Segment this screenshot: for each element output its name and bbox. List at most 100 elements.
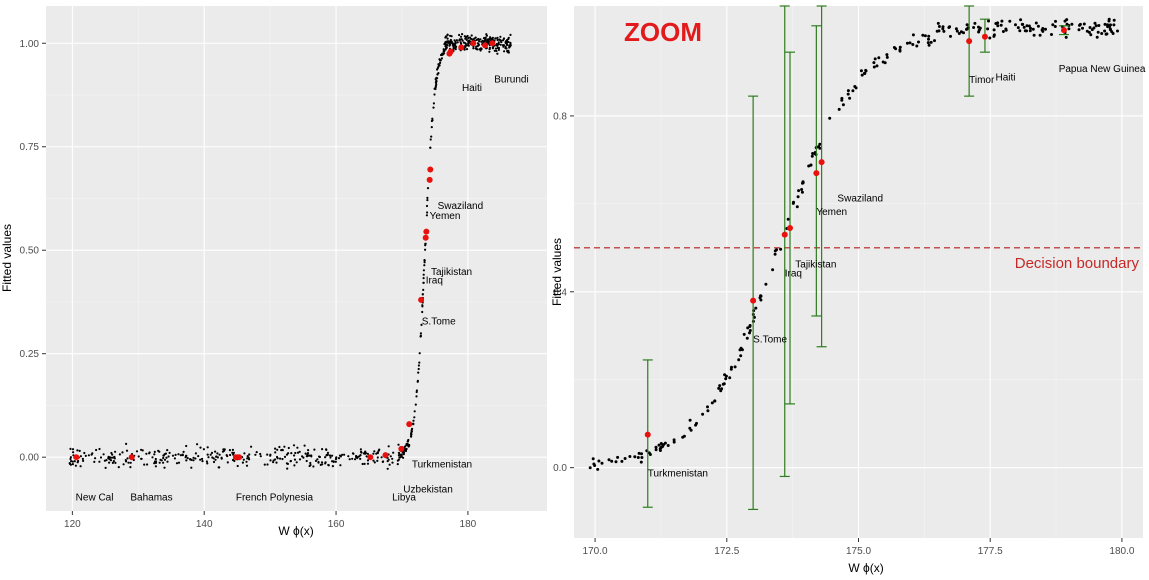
data-point [429, 146, 432, 149]
highlighted-point [423, 228, 430, 235]
data-point [1004, 28, 1008, 32]
data-point [488, 38, 491, 41]
data-point [141, 449, 144, 452]
data-point [165, 456, 168, 459]
country-label: Papua New Guinea [1059, 64, 1146, 75]
data-point [211, 456, 214, 459]
data-point [135, 450, 139, 453]
data-point [465, 35, 468, 38]
data-point [339, 455, 342, 458]
x-tick-label: 175.0 [846, 546, 871, 557]
data-point [242, 458, 245, 461]
country-label: Haiti [462, 83, 482, 94]
country-label: Bahamas [130, 493, 172, 504]
data-point [488, 50, 491, 53]
data-point [999, 23, 1003, 27]
data-point [467, 40, 470, 43]
data-point [215, 455, 218, 458]
data-point [151, 456, 154, 459]
data-point [445, 40, 448, 43]
data-point [71, 463, 74, 466]
data-point [325, 454, 328, 457]
data-point [339, 464, 342, 467]
data-point [328, 454, 332, 457]
data-point [992, 28, 996, 32]
data-point [206, 453, 209, 456]
highlighted-point [418, 296, 425, 303]
data-point [710, 401, 714, 405]
data-point [309, 463, 312, 467]
data-point [190, 466, 193, 469]
data-point [426, 199, 429, 202]
data-point [464, 42, 467, 46]
data-point [286, 467, 289, 470]
data-point [1001, 30, 1005, 33]
data-point [160, 459, 163, 462]
data-point [418, 361, 421, 364]
data-point [468, 36, 472, 39]
data-point [988, 36, 992, 40]
data-point [435, 81, 438, 84]
data-point [175, 462, 179, 465]
data-point [873, 57, 877, 61]
data-point [424, 248, 427, 251]
data-point [450, 35, 453, 38]
data-point [1063, 19, 1067, 23]
data-point [285, 453, 289, 456]
data-point [125, 442, 128, 445]
highlighted-point [750, 297, 757, 304]
data-point [194, 452, 197, 455]
data-point [437, 72, 440, 75]
data-point [507, 51, 510, 54]
data-point [433, 87, 436, 90]
data-point [851, 89, 855, 93]
data-point [927, 37, 930, 41]
data-point [359, 448, 362, 451]
highlighted-point [470, 40, 477, 47]
data-point [281, 457, 284, 461]
data-point [422, 269, 425, 272]
data-point [76, 449, 79, 452]
data-point [324, 462, 327, 465]
data-point [965, 23, 969, 27]
data-point [447, 40, 450, 43]
data-point [104, 466, 107, 469]
x-tick-label: 180 [460, 519, 477, 530]
data-point [1095, 35, 1099, 39]
data-point [280, 449, 283, 452]
data-point [936, 21, 940, 25]
data-point [117, 466, 120, 469]
data-point [279, 457, 282, 460]
data-point [99, 456, 103, 459]
data-point [177, 461, 181, 464]
data-point [207, 456, 210, 459]
data-point [185, 459, 188, 462]
data-point [467, 36, 470, 40]
data-point [1018, 29, 1022, 33]
right-highlighted-points [644, 27, 1067, 438]
data-point [405, 442, 408, 446]
data-point [153, 450, 156, 453]
data-point [492, 46, 495, 49]
data-point [218, 466, 221, 469]
data-point [102, 453, 105, 456]
left-highlighted-points [73, 40, 496, 461]
data-point [508, 44, 512, 47]
data-point [495, 49, 498, 53]
data-point [628, 455, 632, 458]
data-point [800, 188, 804, 191]
data-point [421, 310, 424, 314]
data-point [430, 126, 433, 129]
data-point [451, 43, 454, 47]
data-point [720, 387, 724, 391]
data-point [77, 459, 80, 463]
data-point [422, 288, 425, 291]
data-point [445, 44, 449, 47]
data-point [593, 464, 597, 467]
data-point [464, 46, 467, 49]
data-point [1105, 32, 1109, 36]
data-point [501, 39, 505, 42]
data-point [728, 376, 732, 380]
data-point [259, 455, 262, 458]
